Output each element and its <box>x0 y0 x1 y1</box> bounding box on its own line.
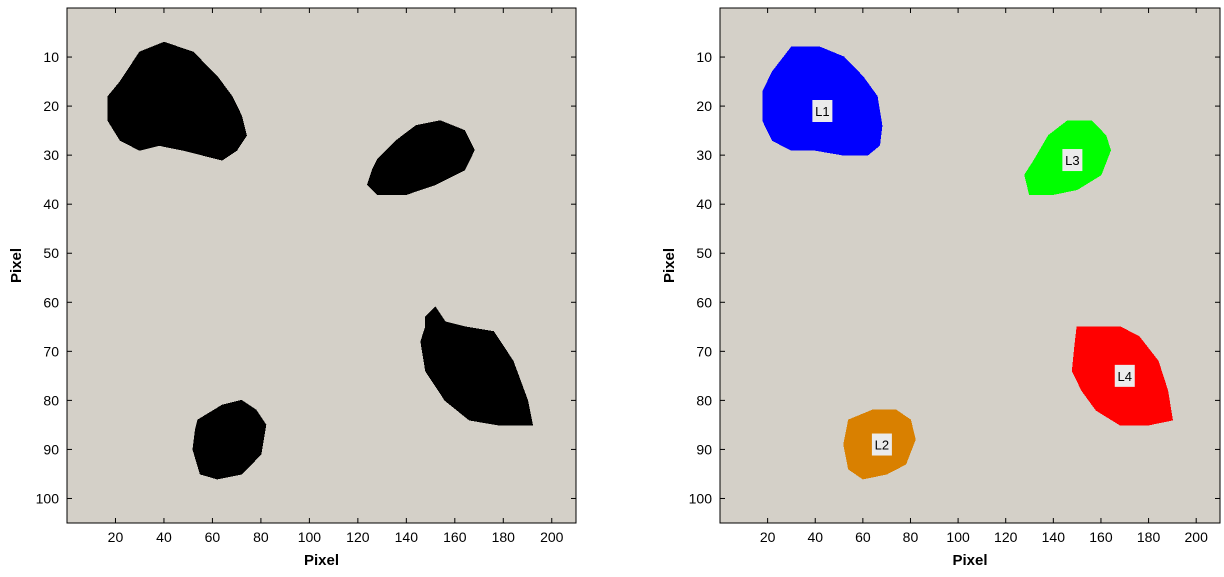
y-tick-label: 20 <box>43 98 59 114</box>
x-tick-label: 100 <box>946 529 970 545</box>
x-tick-label: 140 <box>395 529 419 545</box>
y-axis-label: Pixel <box>661 248 678 283</box>
y-tick-label: 90 <box>696 441 712 457</box>
x-tick-label: 180 <box>1137 529 1161 545</box>
x-tick-label: 120 <box>346 529 370 545</box>
y-tick-label: 30 <box>43 147 59 163</box>
x-tick-label: 40 <box>807 529 823 545</box>
y-tick-label: 80 <box>43 392 59 408</box>
x-axis-label: Pixel <box>952 552 987 569</box>
binary-image-panel: 20 40 60 80 100 120 140 160 180 200 10 20 30 40 50 60 70… <box>8 7 577 569</box>
blob-4 <box>420 306 534 426</box>
y-tick-label: 10 <box>43 49 59 65</box>
x-axis-label: Pixel <box>304 552 339 569</box>
x-tick-label: 200 <box>1185 529 1209 545</box>
y-tick-label: 30 <box>696 147 712 163</box>
y-tick-label: 50 <box>43 245 59 261</box>
y-tick-label: 90 <box>43 441 59 457</box>
region-label-box <box>1114 364 1135 387</box>
y-tick-label: 40 <box>43 196 59 212</box>
x-tick-label: 120 <box>994 529 1018 545</box>
y-tick-label: 50 <box>696 245 712 261</box>
x-tick-label: 40 <box>156 529 172 545</box>
y-tick-label: 60 <box>43 294 59 310</box>
region-label-box <box>812 100 833 122</box>
region-label: L2 <box>875 438 889 453</box>
blob-2 <box>192 399 267 480</box>
x-tick-label: 180 <box>492 529 516 545</box>
x-tick-label: 160 <box>1089 529 1113 545</box>
x-tick-label: 160 <box>443 529 467 545</box>
region-label: L3 <box>1065 153 1079 168</box>
y-tick-label: 100 <box>36 490 60 506</box>
y-tick-label: 40 <box>696 196 712 212</box>
y-tick-label: 70 <box>696 343 712 359</box>
region-label: L4 <box>1118 369 1132 384</box>
y-tick-label: 100 <box>689 490 713 506</box>
x-tick-label: 80 <box>903 529 919 545</box>
y-tick-label: 20 <box>696 98 712 114</box>
x-tick-label: 100 <box>298 529 322 545</box>
x-tick-label: 60 <box>855 529 871 545</box>
y-tick-label: 10 <box>696 49 712 65</box>
region-label-box <box>871 433 892 456</box>
labeled-image-panel: L1 L2 L3 L4 20 40 60 80 100 120 140 160 180 200 10 20 30… <box>661 7 1221 569</box>
x-tick-label: 80 <box>253 529 269 545</box>
y-axis-label: Pixel <box>8 248 25 283</box>
x-tick-label: 60 <box>205 529 221 545</box>
y-tick-label: 80 <box>696 392 712 408</box>
blob-1 <box>107 41 247 161</box>
x-tick-label: 140 <box>1042 529 1066 545</box>
region-label-box <box>1062 149 1083 172</box>
y-tick-label: 70 <box>43 343 59 359</box>
region-label: L1 <box>815 104 829 119</box>
x-tick-label: 20 <box>108 529 124 545</box>
x-tick-label: 20 <box>760 529 776 545</box>
x-tick-label: 200 <box>540 529 564 545</box>
axes-frame <box>66 7 577 524</box>
blob-3 <box>367 120 475 195</box>
axes-frame <box>719 7 1221 524</box>
y-tick-label: 60 <box>696 294 712 310</box>
